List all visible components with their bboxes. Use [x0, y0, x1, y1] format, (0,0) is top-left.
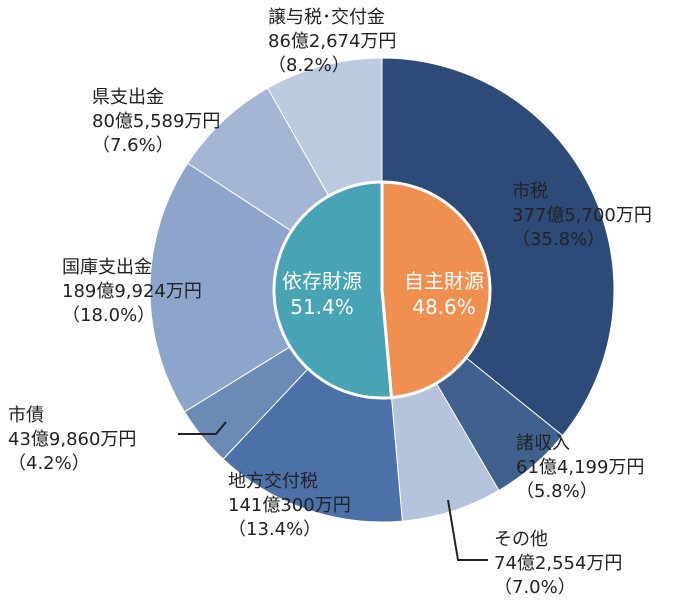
label-shoshunyu-pct: （5.8%）	[516, 481, 598, 502]
label-joyozei-name: 譲与税･交付金	[268, 7, 385, 28]
inner-label-dependent-title: 依存財源	[282, 269, 362, 293]
label-kokko-pct: （18.0%）	[62, 305, 156, 326]
label-shoshunyu-name: 諸収入	[516, 433, 570, 454]
inner-label-dependent: 依存財源 51.4%	[262, 268, 382, 320]
label-kokko: 国庫支出金 189億9,924万円 （18.0%）	[62, 256, 202, 328]
inner-slice-dependent	[272, 180, 394, 400]
leader-lines	[178, 421, 488, 561]
label-shisai: 市債 43億9,860万円 （4.2%）	[8, 404, 136, 476]
inner-label-own: 自主財源 48.6%	[384, 268, 504, 320]
label-joyozei: 譲与税･交付金 86億2,674万円 （8.2%）	[268, 6, 396, 78]
label-chihokofuzei: 地方交付税 141億300万円 （13.4%）	[228, 470, 351, 542]
inner-slice-own	[380, 180, 492, 400]
label-shisai-pct: （4.2%）	[8, 453, 90, 474]
label-joyozei-pct: （8.2%）	[268, 55, 350, 76]
label-chihokofuzei-amount: 141億300万円	[228, 495, 351, 516]
label-shizei: 市税 377億5,700万円 （35.8%）	[512, 180, 652, 252]
label-sonota: その他 74億2,554万円 （7.0%）	[494, 528, 622, 600]
inner-ring	[272, 180, 492, 400]
label-ken-amount: 80億5,589万円	[92, 111, 221, 132]
label-shizei-name: 市税	[512, 181, 548, 202]
leader-sonota	[447, 499, 488, 561]
label-chihokofuzei-pct: （13.4%）	[228, 519, 322, 540]
label-sonota-amount: 74億2,554万円	[494, 553, 623, 574]
inner-label-own-title: 自主財源	[404, 269, 484, 293]
label-shisai-amount: 43億9,860万円	[8, 429, 137, 450]
label-ken: 県支出金 80億5,589万円 （7.6%）	[92, 86, 220, 158]
inner-label-own-value: 48.6%	[412, 295, 476, 319]
label-shoshunyu-amount: 61億4,199万円	[516, 457, 645, 478]
label-ken-name: 県支出金	[92, 87, 164, 108]
label-shizei-pct: （35.8%）	[512, 229, 606, 250]
label-kokko-name: 国庫支出金	[62, 257, 152, 278]
label-shizei-amount: 377億5,700万円	[512, 205, 652, 226]
label-shisai-name: 市債	[8, 405, 44, 426]
inner-label-dependent-value: 51.4%	[290, 295, 354, 319]
label-sonota-pct: （7.0%）	[494, 577, 576, 598]
leader-shisai	[178, 421, 227, 435]
label-sonota-name: その他	[494, 529, 548, 550]
label-shoshunyu: 諸収入 61億4,199万円 （5.8%）	[516, 432, 644, 504]
label-ken-pct: （7.6%）	[92, 135, 174, 156]
label-joyozei-amount: 86億2,674万円	[268, 31, 397, 52]
label-chihokofuzei-name: 地方交付税	[228, 471, 318, 492]
label-kokko-amount: 189億9,924万円	[62, 281, 202, 302]
outer-ring	[149, 57, 615, 523]
